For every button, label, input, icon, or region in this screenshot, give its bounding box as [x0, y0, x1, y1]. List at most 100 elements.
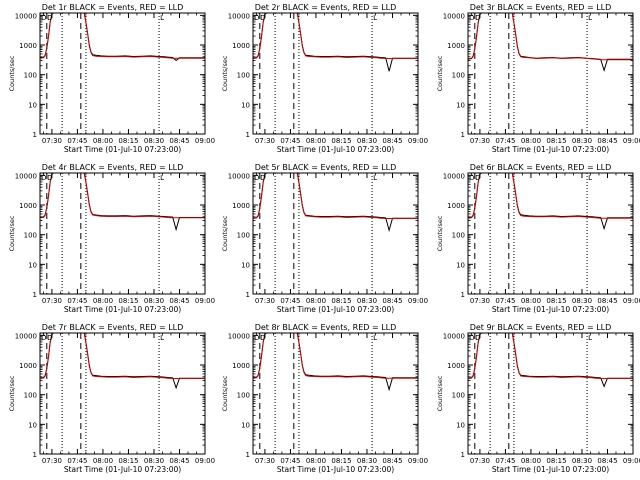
x-tick-label: 08:30 — [572, 457, 592, 465]
y-tick-label: 1000 — [19, 42, 37, 50]
y-tick-label: 100 — [237, 232, 250, 240]
y-axis-label: Counts/sec — [8, 215, 16, 251]
marker-label: L — [588, 14, 592, 22]
y-tick-label: 10 — [456, 421, 465, 429]
marker-label: D — [41, 174, 46, 182]
y-tick-label: 1 — [33, 131, 37, 139]
panel-4: 1 10 100 1000 10000 07:30 07:45 08:00 08:15 08:30… — [8, 163, 215, 314]
x-axis-label: Start Time (01-Jul-10 07:23:00) — [64, 145, 181, 154]
marker-label: L — [160, 174, 164, 182]
y-axis-label: Counts/sec — [8, 55, 16, 91]
y-tick-label: 10 — [241, 261, 250, 269]
y-axis-label: Counts/sec — [436, 55, 444, 91]
x-tick-label: 07:30 — [255, 137, 275, 145]
marker-label: D — [41, 334, 46, 342]
x-tick-label: 08:15 — [118, 457, 138, 465]
x-tick-label: 08:45 — [169, 457, 189, 465]
x-axis-label: Start Time (01-Jul-10 07:23:00) — [492, 465, 609, 474]
y-tick-label: 100 — [24, 72, 37, 80]
plot-frame — [252, 12, 419, 135]
x-tick-label: 07:45 — [495, 137, 515, 145]
x-tick-label: 08:00 — [93, 137, 113, 145]
marker-label: D — [475, 14, 480, 22]
marker-label: D — [475, 334, 480, 342]
series-line-lld — [468, 173, 633, 219]
y-tick-label: 10 — [28, 421, 37, 429]
x-tick-label: 07:45 — [67, 457, 87, 465]
y-tick-label: 10 — [241, 421, 250, 429]
x-tick-label: 08:00 — [521, 457, 541, 465]
panel-title: Det 1r BLACK = Events, RED = LLD — [42, 3, 184, 12]
series-line-events — [468, 13, 633, 72]
x-tick-label: 08:15 — [118, 137, 138, 145]
x-tick-label: 09:00 — [195, 297, 215, 305]
x-tick-label: 08:15 — [546, 297, 566, 305]
panel-9: 1 10 100 1000 10000 07:30 07:45 08:00 08:15 08:30… — [436, 323, 640, 474]
y-tick-label: 1 — [246, 131, 250, 139]
series-line-lld — [468, 13, 633, 61]
series-line-lld — [253, 13, 418, 59]
x-axis-label: Start Time (01-Jul-10 07:23:00) — [492, 305, 609, 314]
panel-title: Det 2r BLACK = Events, RED = LLD — [255, 3, 397, 12]
marker-label: D — [254, 174, 259, 182]
x-tick-label: 08:15 — [546, 457, 566, 465]
panel-title: Det 5r BLACK = Events, RED = LLD — [255, 163, 397, 172]
marker-label: D — [47, 174, 52, 182]
panel-7: 1 10 100 1000 10000 07:30 07:45 08:00 08:15 08:30… — [8, 323, 215, 474]
y-axis-label: Counts/sec — [436, 375, 444, 411]
x-tick-label: 08:45 — [169, 137, 189, 145]
x-axis-label: Start Time (01-Jul-10 07:23:00) — [492, 145, 609, 154]
y-tick-label: 1000 — [232, 202, 250, 210]
marker-label: D — [475, 174, 480, 182]
x-tick-label: 09:00 — [623, 137, 640, 145]
marker-label: D — [41, 14, 46, 22]
marker-label: L — [160, 334, 164, 342]
y-tick-label: 10 — [28, 261, 37, 269]
y-tick-label: 1000 — [232, 362, 250, 370]
x-axis-label: Start Time (01-Jul-10 07:23:00) — [277, 145, 394, 154]
y-tick-label: 1 — [461, 291, 465, 299]
y-tick-label: 1 — [461, 451, 465, 459]
x-tick-label: 08:30 — [144, 137, 164, 145]
x-tick-label: 08:30 — [144, 297, 164, 305]
x-tick-label: 08:30 — [357, 137, 377, 145]
y-tick-label: 10000 — [228, 172, 250, 180]
x-tick-label: 08:45 — [597, 137, 617, 145]
y-tick-label: 1 — [33, 451, 37, 459]
x-tick-label: 08:00 — [93, 457, 113, 465]
x-tick-label: 07:30 — [255, 297, 275, 305]
x-tick-label: 08:30 — [357, 297, 377, 305]
plot-frame — [39, 172, 206, 295]
x-tick-label: 07:45 — [67, 137, 87, 145]
x-tick-label: 08:00 — [521, 297, 541, 305]
x-tick-label: 08:45 — [597, 457, 617, 465]
x-tick-label: 08:15 — [118, 297, 138, 305]
x-tick-label: 08:00 — [306, 297, 326, 305]
x-tick-label: 08:00 — [306, 137, 326, 145]
x-tick-label: 07:30 — [470, 137, 490, 145]
x-tick-label: 09:00 — [408, 297, 428, 305]
x-tick-label: 08:15 — [546, 137, 566, 145]
panel-title: Det 3r BLACK = Events, RED = LLD — [470, 3, 612, 12]
marker-label: L — [588, 334, 592, 342]
series-line-lld — [253, 173, 418, 219]
panel-title: Det 8r BLACK = Events, RED = LLD — [255, 323, 397, 332]
y-tick-label: 100 — [237, 72, 250, 80]
marker-label: L — [588, 174, 592, 182]
x-axis-label: Start Time (01-Jul-10 07:23:00) — [64, 305, 181, 314]
y-tick-label: 10000 — [15, 172, 37, 180]
series-line-events — [40, 173, 205, 232]
y-tick-label: 1000 — [232, 42, 250, 50]
y-tick-label: 1000 — [19, 202, 37, 210]
x-tick-label: 07:45 — [495, 457, 515, 465]
panel-8: 1 10 100 1000 10000 07:30 07:45 08:00 08:15 08:30… — [221, 323, 428, 474]
y-tick-label: 10000 — [228, 12, 250, 20]
plot-frame — [39, 12, 206, 135]
x-tick-label: 08:45 — [382, 137, 402, 145]
x-tick-label: 08:30 — [572, 137, 592, 145]
marker-label: D — [254, 14, 259, 22]
plot-frame — [39, 332, 206, 455]
series-line-events — [40, 13, 205, 62]
y-tick-label: 100 — [24, 392, 37, 400]
marker-label: D — [47, 334, 52, 342]
